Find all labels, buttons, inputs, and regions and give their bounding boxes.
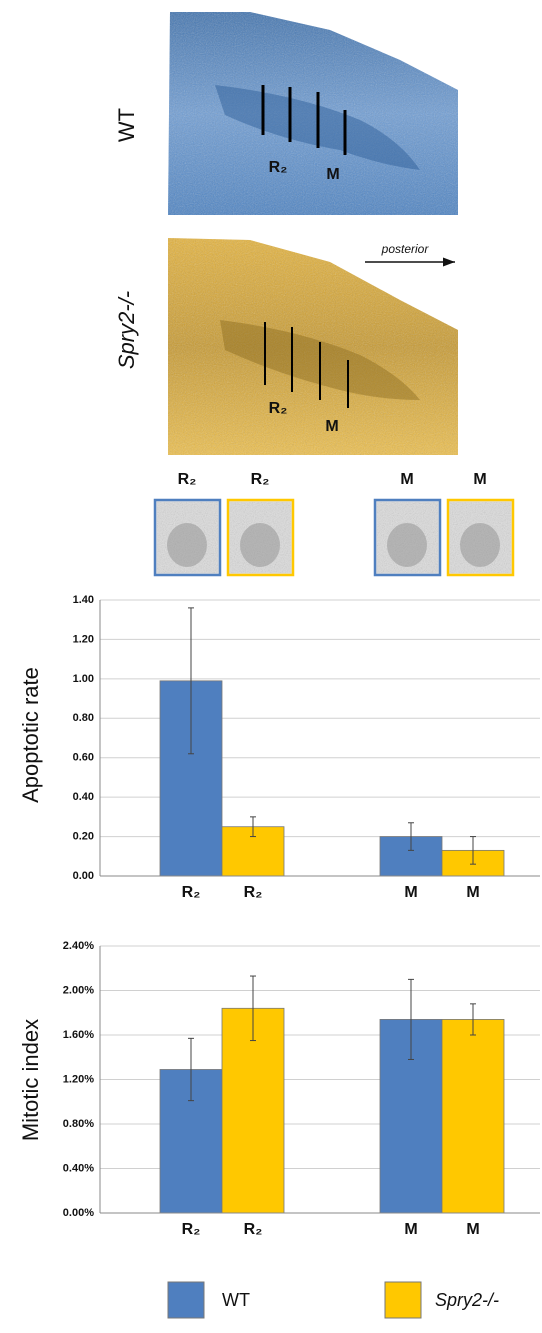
panel-label: WT (114, 108, 139, 142)
region-label: R₂ (269, 400, 288, 417)
y-tick-label: 1.40 (73, 594, 94, 606)
x-tick-label: M (466, 884, 479, 901)
x-tick-label: R₂ (244, 884, 263, 901)
thumbnail-label: R₂ (251, 471, 270, 488)
legend-label: Spry2-/- (435, 1290, 499, 1310)
y-tick-label: 2.00% (63, 984, 94, 996)
region-label: R₂ (269, 159, 288, 176)
y-tick-label: 0.80 (73, 712, 94, 724)
arrow-label: posterior (381, 242, 430, 256)
x-tick-label: R₂ (182, 1221, 201, 1238)
x-tick-label: M (466, 1221, 479, 1238)
spry-image (168, 238, 458, 455)
panel-label: Spry2-/- (114, 291, 139, 369)
wt-image (168, 12, 458, 215)
thumbnail-label: M (400, 471, 413, 488)
y-tick-label: 0.60 (73, 752, 94, 764)
y-tick-label: 1.00 (73, 673, 94, 685)
thumbnail-label: M (473, 471, 486, 488)
legend-swatch (167, 1281, 205, 1319)
y-tick-label: 2.40% (63, 940, 94, 952)
y-tick-label: 0.20 (73, 830, 94, 842)
y-axis-label: Apoptotic rate (18, 667, 43, 803)
thumbnails (153, 498, 515, 577)
thumbnail-label: R₂ (178, 471, 197, 488)
y-tick-label: 0.40% (63, 1162, 94, 1174)
y-tick-label: 1.20 (73, 633, 94, 645)
region-label: M (326, 166, 339, 183)
bar (221, 1007, 285, 1214)
x-tick-label: R₂ (182, 884, 201, 901)
x-tick-label: R₂ (244, 1221, 263, 1238)
y-tick-label: 0.00 (73, 870, 94, 882)
legend-label: WT (222, 1290, 250, 1310)
y-axis-label: Mitotic index (18, 1019, 43, 1141)
region-label: M (325, 418, 338, 435)
x-tick-label: M (404, 884, 417, 901)
y-tick-label: 1.20% (63, 1073, 94, 1085)
y-tick-label: 1.60% (63, 1029, 94, 1041)
y-tick-label: 0.80% (63, 1118, 94, 1130)
x-tick-label: M (404, 1221, 417, 1238)
y-tick-label: 0.40 (73, 791, 94, 803)
legend-swatch (384, 1281, 422, 1319)
y-tick-label: 0.00% (63, 1207, 94, 1219)
bar (441, 1019, 505, 1214)
